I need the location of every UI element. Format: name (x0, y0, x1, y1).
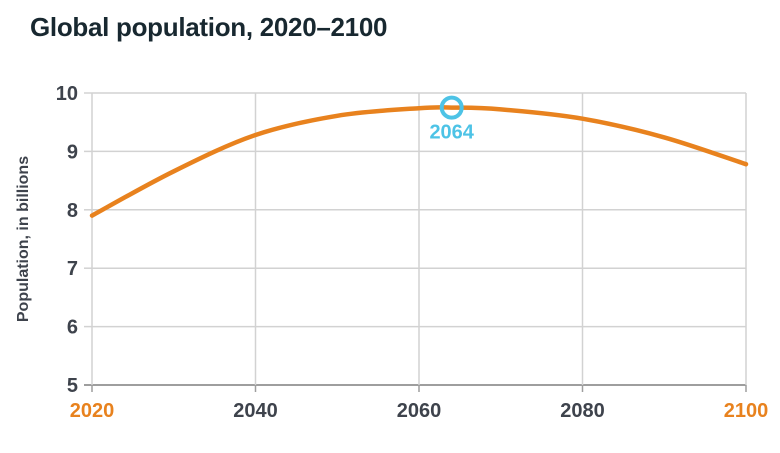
x-tick-label-highlighted: 2100 (724, 400, 769, 422)
y-tick-label: 10 (56, 83, 78, 105)
y-tick-label: 7 (67, 258, 78, 280)
chart-title: Global population, 2020–2100 (30, 12, 388, 42)
peak-marker-circle-icon (439, 95, 464, 120)
y-tick-label: 5 (67, 375, 78, 397)
population-projection-line (89, 105, 749, 218)
x-tick-label: 2080 (560, 400, 605, 422)
x-tick-label: 2060 (397, 400, 442, 422)
peak-year-label: 2064 (429, 122, 474, 144)
y-tick-label: 8 (67, 200, 78, 222)
y-tick-label: 9 (67, 141, 78, 163)
y-tick-label: 6 (67, 317, 78, 339)
x-tick-label: 2040 (233, 400, 278, 422)
x-tick-label-highlighted: 2020 (70, 400, 115, 422)
